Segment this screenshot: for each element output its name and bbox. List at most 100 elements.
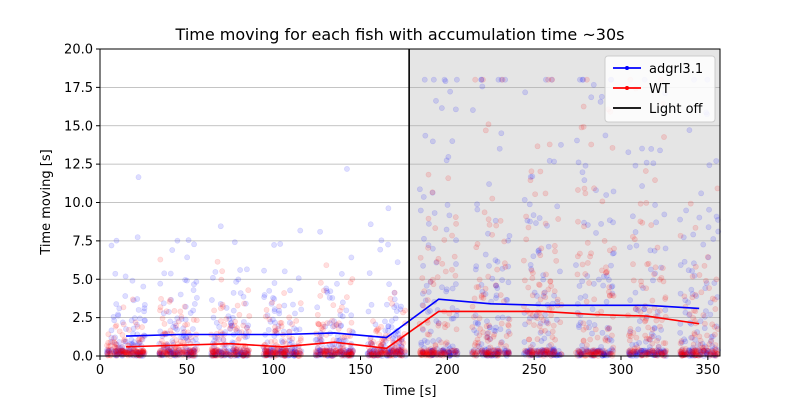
scatter-point bbox=[425, 220, 432, 227]
scatter-point bbox=[578, 351, 585, 357]
scatter-point bbox=[266, 287, 273, 294]
scatter-point bbox=[417, 348, 424, 355]
scatter-point bbox=[475, 321, 481, 327]
scatter-point bbox=[314, 347, 321, 354]
scatter-point bbox=[237, 290, 244, 296]
scatter-point bbox=[174, 349, 181, 356]
scatter-point bbox=[501, 346, 508, 352]
scatter-point bbox=[157, 280, 164, 287]
scatter-point bbox=[126, 326, 132, 333]
scatter-point bbox=[491, 347, 497, 354]
scatter-point bbox=[317, 348, 324, 355]
scatter-point bbox=[177, 291, 184, 298]
x-tick-label: 50 bbox=[179, 363, 196, 378]
scatter-point bbox=[443, 226, 450, 233]
scatter-point bbox=[292, 310, 298, 317]
scatter-point bbox=[453, 237, 459, 244]
scatter-point bbox=[317, 337, 324, 343]
scatter-point bbox=[441, 76, 448, 83]
scatter-point bbox=[293, 317, 300, 324]
scatter-point bbox=[630, 348, 637, 355]
scatter-point bbox=[122, 351, 129, 357]
scatter-point bbox=[286, 319, 293, 326]
legend-label: Light off bbox=[649, 102, 704, 117]
scatter-point bbox=[287, 287, 293, 294]
scatter-point bbox=[489, 352, 496, 359]
scatter-point bbox=[161, 348, 168, 355]
scatter-point bbox=[625, 149, 632, 156]
scatter-point bbox=[555, 216, 562, 222]
scatter-point bbox=[377, 246, 384, 253]
scatter-point bbox=[109, 339, 115, 345]
scatter-point bbox=[337, 312, 344, 318]
scatter-point bbox=[393, 348, 400, 354]
scatter-point bbox=[584, 239, 591, 246]
scatter-point bbox=[469, 324, 476, 330]
scatter-point bbox=[533, 292, 540, 299]
scatter-point bbox=[429, 347, 436, 354]
scatter-point bbox=[230, 347, 237, 354]
scatter-point bbox=[549, 347, 556, 353]
scatter-point bbox=[321, 348, 328, 355]
scatter-point bbox=[377, 352, 384, 359]
scatter-point bbox=[398, 343, 405, 350]
scatter-point bbox=[323, 262, 330, 269]
scatter-point bbox=[453, 220, 460, 227]
scatter-point bbox=[225, 347, 231, 354]
scatter-point bbox=[632, 229, 639, 235]
scatter-point bbox=[475, 284, 482, 290]
scatter-point bbox=[166, 349, 173, 356]
scatter-point bbox=[191, 281, 197, 288]
scatter-point bbox=[502, 76, 509, 83]
scatter-point bbox=[453, 76, 460, 83]
scatter-point bbox=[104, 347, 111, 353]
scatter-point bbox=[489, 195, 496, 202]
scatter-point bbox=[527, 261, 534, 268]
scatter-point bbox=[521, 277, 528, 284]
scatter-point bbox=[534, 348, 540, 355]
scatter-point bbox=[658, 326, 665, 333]
scatter-point bbox=[238, 349, 245, 356]
scatter-point bbox=[325, 348, 331, 355]
scatter-point bbox=[115, 311, 121, 318]
scatter-point bbox=[174, 237, 181, 244]
scatter-point bbox=[586, 319, 593, 326]
scatter-point bbox=[178, 316, 185, 322]
scatter-point bbox=[237, 267, 244, 273]
scatter-point bbox=[609, 144, 616, 151]
scatter-point bbox=[113, 348, 119, 355]
scatter-point bbox=[651, 271, 657, 278]
scatter-point bbox=[235, 276, 242, 283]
scatter-point bbox=[602, 352, 608, 359]
scatter-point bbox=[117, 344, 124, 351]
scatter-point bbox=[388, 347, 395, 354]
scatter-point bbox=[286, 337, 293, 344]
scatter-point bbox=[698, 190, 705, 197]
scatter-point bbox=[225, 313, 232, 320]
x-tick-label: 0 bbox=[96, 363, 104, 378]
scatter-point bbox=[443, 288, 450, 295]
scatter-point bbox=[421, 235, 427, 242]
scatter-point bbox=[472, 312, 479, 319]
scatter-point bbox=[492, 324, 499, 331]
scatter-point bbox=[531, 322, 537, 328]
scatter-point bbox=[442, 268, 449, 275]
scatter-point bbox=[653, 219, 660, 226]
scatter-point bbox=[174, 315, 181, 322]
scatter-point bbox=[583, 348, 590, 355]
scatter-point bbox=[706, 341, 713, 347]
scatter-point bbox=[317, 347, 324, 354]
scatter-point bbox=[233, 352, 240, 359]
scatter-point bbox=[230, 307, 237, 314]
scatter-point bbox=[370, 347, 376, 354]
scatter-point bbox=[342, 347, 349, 353]
scatter-point bbox=[170, 349, 176, 356]
scatter-point bbox=[214, 258, 221, 265]
scatter-point bbox=[391, 349, 398, 356]
scatter-point bbox=[336, 348, 342, 355]
scatter-point bbox=[188, 349, 195, 355]
scatter-point bbox=[395, 343, 402, 350]
scatter-point bbox=[553, 352, 560, 359]
scatter-point bbox=[633, 341, 640, 348]
scatter-point bbox=[545, 243, 552, 250]
